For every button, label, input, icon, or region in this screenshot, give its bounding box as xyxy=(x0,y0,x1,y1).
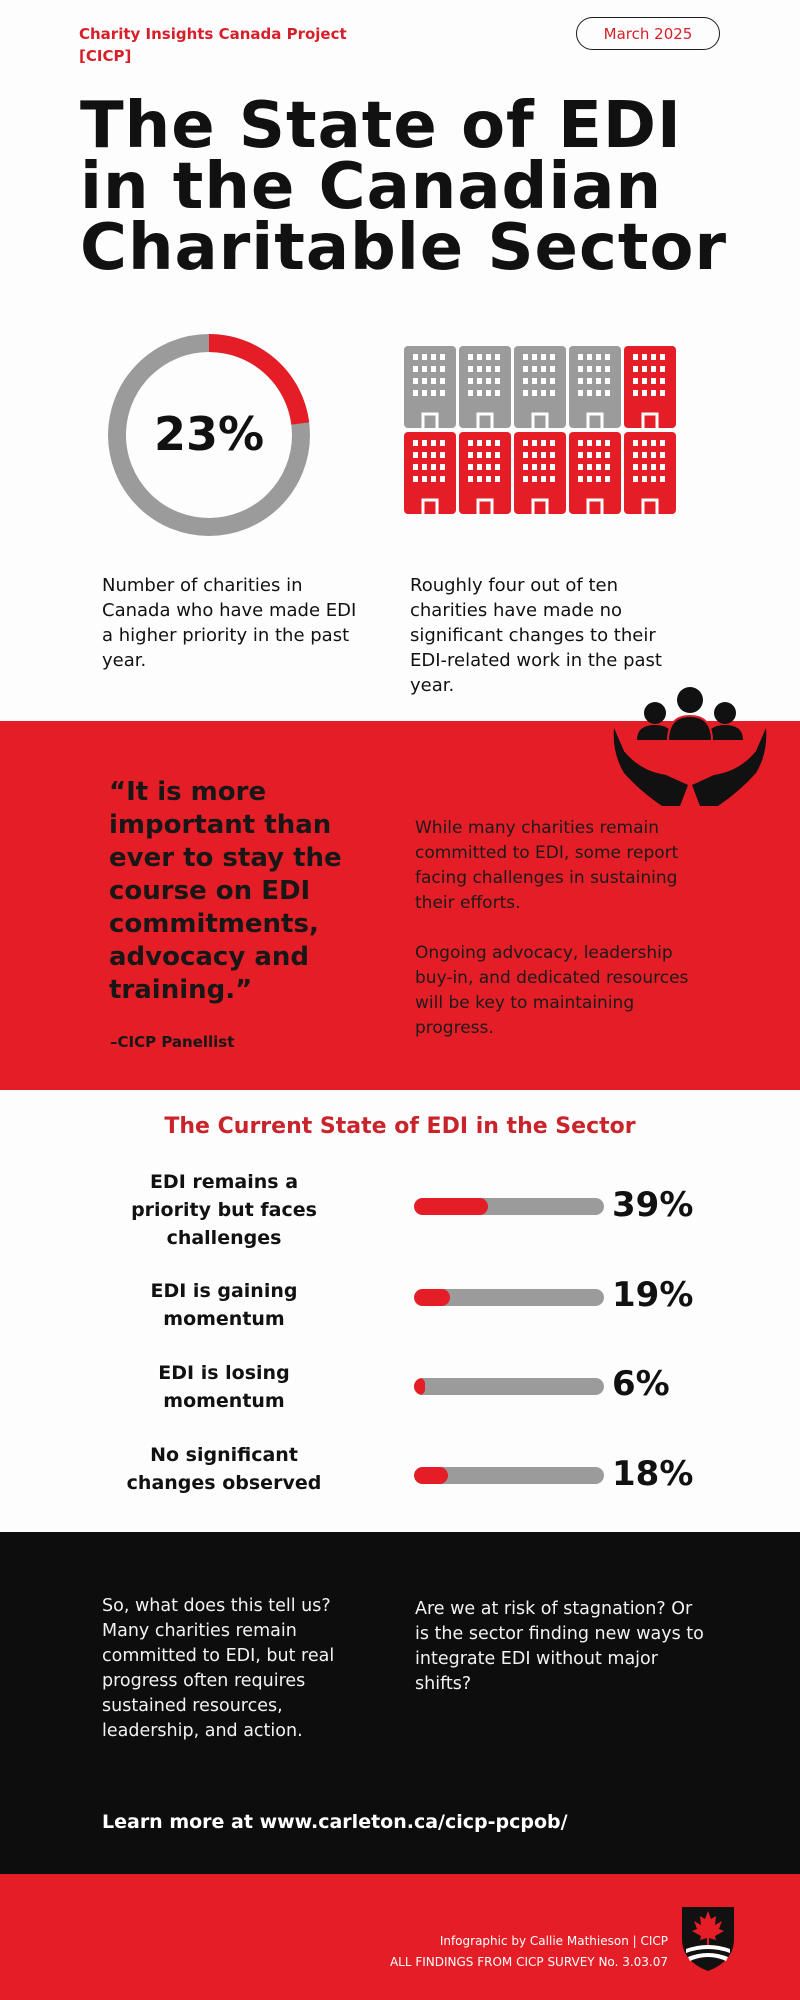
metric-label: No significant changes observed xyxy=(126,1444,322,1494)
advocacy-paragraph: Ongoing advocacy, leadership buy-in, and… xyxy=(415,943,689,1038)
org-name-line2: [CICP] xyxy=(79,47,132,65)
question-paragraph: Are we at risk of stagnation? Or is the … xyxy=(415,1599,704,1694)
building-icon xyxy=(514,346,566,428)
stat-no-change-text: Roughly four out of ten charities have m… xyxy=(410,575,662,696)
donut-progress-icon: 23% xyxy=(108,334,310,536)
page-title: The State of EDI in the Canadian Charita… xyxy=(80,89,727,285)
metric-label: EDI is losing momentum xyxy=(158,1362,290,1412)
date-badge: March 2025 xyxy=(576,17,720,50)
donut-arc xyxy=(108,334,310,536)
section-title: The Current State of EDI in the Sector xyxy=(164,1114,636,1139)
maple-leaf-crest-icon xyxy=(682,1907,734,1971)
quote-attribution: –CICP Panellist xyxy=(110,1033,235,1051)
footer-credit: Infographic by Callie Mathieson | CICP xyxy=(439,1934,668,1948)
challenges-paragraph: While many charities remain committed to… xyxy=(415,818,679,913)
building-icon xyxy=(404,432,456,514)
building-icon xyxy=(404,346,456,428)
footer-survey: ALL FINDINGS FROM CICP SURVEY No. 3.03.0… xyxy=(389,1955,668,1969)
metric-bar xyxy=(414,1467,604,1484)
takeaway-paragraph: So, what does this tell us? Many chariti… xyxy=(102,1596,335,1741)
building-icon xyxy=(459,432,511,514)
metric-value: 6% xyxy=(612,1364,670,1404)
donut-value: 23% xyxy=(154,407,264,461)
building-icon xyxy=(624,432,676,514)
metric-bar-fill xyxy=(414,1378,426,1395)
building-icon xyxy=(624,346,676,428)
metric-bar xyxy=(414,1289,604,1306)
metric-label: EDI is gaining momentum xyxy=(150,1280,298,1330)
stat-priority-text: Number of charities in Canada who have m… xyxy=(102,575,357,671)
footer xyxy=(0,1874,800,2000)
metric-bar-fill xyxy=(414,1198,489,1215)
metric-value: 39% xyxy=(612,1185,694,1225)
people-hands-icon xyxy=(613,687,767,806)
metric-bar xyxy=(414,1378,604,1395)
panellist-quote: “It is more important than ever to stay … xyxy=(109,777,342,1005)
org-name-line1: Charity Insights Canada Project xyxy=(79,25,347,43)
building-icon xyxy=(514,432,566,514)
metric-bar xyxy=(414,1198,604,1215)
building-icon xyxy=(459,346,511,428)
learn-more-link[interactable]: Learn more at www.carleton.ca/cicp-pcpob… xyxy=(102,1811,568,1833)
building-icon xyxy=(569,346,621,428)
building-icon xyxy=(569,432,621,514)
building-grid xyxy=(404,346,676,514)
metric-bar-fill xyxy=(414,1289,451,1306)
metric-value: 18% xyxy=(612,1454,694,1494)
org-name: Charity Insights Canada Project [CICP] xyxy=(79,23,379,67)
closing-band xyxy=(0,1532,800,1874)
metric-bar-fill xyxy=(414,1467,449,1484)
metric-value: 19% xyxy=(612,1275,694,1315)
metric-label: EDI remains a priority but faces challen… xyxy=(131,1171,317,1249)
